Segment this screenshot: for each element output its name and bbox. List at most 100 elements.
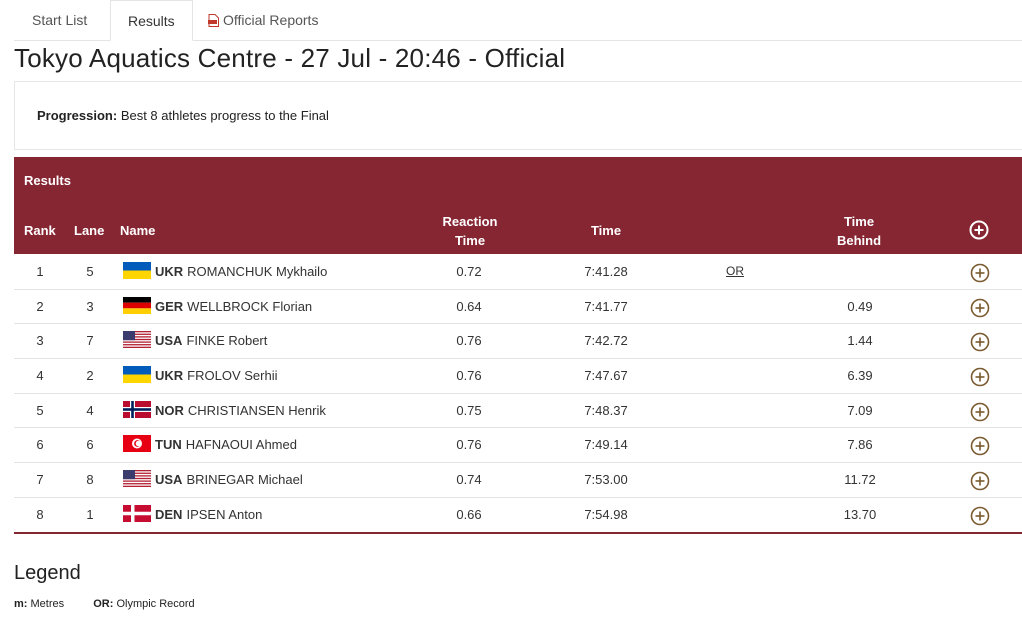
rank-cell: 4: [36, 368, 44, 384]
flag-icon: [123, 327, 151, 349]
time-cell: 7:54.98: [584, 506, 628, 522]
progression-box: Progression: Best 8 athletes progress to…: [14, 81, 1022, 150]
time-cell: 7:53.00: [584, 472, 628, 488]
legend-item-olympic-record: OR: Olympic Record: [93, 598, 195, 610]
expand-row-icon[interactable]: [970, 401, 990, 422]
expand-row-icon[interactable]: [970, 262, 990, 283]
legend: m: Metres OR: Olympic Record: [14, 598, 221, 610]
flag-icon: [123, 258, 151, 279]
rank-cell: 6: [36, 437, 44, 453]
athlete-cell[interactable]: NOR CHRISTIANSEN Henrik: [123, 394, 326, 427]
lane-cell: 1: [86, 506, 94, 522]
athlete-cell[interactable]: USA BRINEGAR Michael: [123, 463, 303, 496]
reaction-time-cell: 0.76: [456, 368, 482, 384]
results-section-label: Results: [24, 173, 71, 188]
col-name-header: Name: [120, 223, 156, 238]
time-cell: 7:41.28: [584, 264, 628, 279]
reaction-time-cell: 0.76: [456, 333, 482, 349]
flag-icon: [123, 397, 151, 418]
noc-code: GER: [155, 298, 184, 314]
tab-official-reports[interactable]: Official Reports: [208, 0, 318, 40]
col-lane-header: Lane: [74, 223, 105, 238]
table-row: 8 1 DEN IPSEN Anton 0.66 7:54.98 13.70: [14, 498, 1022, 534]
athlete-name[interactable]: IPSEN Anton: [186, 506, 263, 522]
expand-row-icon[interactable]: [970, 366, 990, 387]
time-cell: 7:48.37: [584, 402, 628, 418]
legend-title: Legend: [14, 562, 81, 584]
expand-row-icon[interactable]: [970, 505, 990, 526]
athlete-name[interactable]: CHRISTIANSEN Henrik: [187, 402, 326, 418]
reaction-time-cell: 0.76: [456, 437, 482, 453]
athlete-cell[interactable]: TUN HAFNAOUI Ahmed: [123, 428, 297, 461]
reaction-time-cell: 0.74: [456, 472, 482, 488]
col-time-behind-header: Time Behind: [836, 214, 882, 248]
athlete-name[interactable]: WELLBROCK Florian: [187, 298, 313, 314]
flag-icon: [123, 362, 151, 384]
athlete-name[interactable]: FINKE Robert: [186, 333, 268, 349]
pdf-icon: [208, 14, 219, 27]
reaction-time-cell: 0.64: [456, 298, 482, 314]
time-cell: 7:42.72: [584, 333, 628, 349]
progression-text: Best 8 athletes progress to the Final: [120, 108, 329, 123]
noc-code: USA: [155, 333, 183, 349]
rank-cell: 1: [36, 264, 44, 279]
progression-label: Progression:: [37, 108, 118, 123]
tab-bar: Start List Results Official Reports: [14, 0, 1022, 41]
table-row: 5 4 NOR CHRISTIANSEN Henrik 0.75 7:48.37 7.09: [14, 394, 1022, 429]
table-row: 4 2 UKR FROLOV Serhii 0.76 7:47.67 6.39: [14, 359, 1022, 394]
athlete-name[interactable]: HAFNAOUI Ahmed: [185, 437, 297, 453]
reaction-time-cell: 0.75: [456, 402, 482, 418]
noc-code: TUN: [155, 437, 182, 453]
time-cell: 7:49.14: [584, 437, 628, 453]
tab-results[interactable]: Results: [110, 0, 193, 41]
noc-code: DEN: [155, 506, 183, 522]
col-reaction-header: Reaction Time: [442, 214, 498, 248]
table-row: 6 6 TUN HAFNAOUI Ahmed 0.76 7:49.14 7.86: [14, 428, 1022, 464]
athlete-cell[interactable]: UKR FROLOV Serhii: [123, 359, 277, 392]
lane-cell: 2: [86, 368, 94, 384]
noc-code: USA: [155, 472, 183, 488]
flag-icon: [123, 293, 151, 314]
page-title: Tokyo Aquatics Centre - 27 Jul - 20:46 -…: [14, 43, 566, 73]
expand-row-icon[interactable]: [970, 331, 990, 352]
noc-code: UKR: [155, 368, 184, 384]
expand-row-icon[interactable]: [970, 470, 990, 491]
tab-start-list[interactable]: Start List: [32, 12, 88, 28]
lane-cell: 3: [86, 298, 94, 314]
time-cell: 7:41.77: [584, 298, 628, 314]
expand-all-icon[interactable]: [969, 220, 989, 240]
results-table-body: 1 5 UKR ROMANCHUK Mykhailo 0.72 7:41.28 OR 2 3 GE…: [14, 255, 1022, 534]
reaction-time-cell: 0.72: [456, 264, 482, 279]
athlete-cell[interactable]: UKR ROMANCHUK Mykhailo: [123, 255, 327, 288]
table-row: 7 8 USA BRINEGAR Michael 0.74 7:53.00 11.72: [14, 463, 1022, 498]
athlete-name[interactable]: ROMANCHUK Mykhailo: [187, 264, 328, 279]
expand-row-icon[interactable]: [970, 297, 990, 317]
athlete-cell[interactable]: USA FINKE Robert: [123, 324, 267, 357]
noc-code: NOR: [155, 402, 184, 418]
flag-icon: [123, 501, 151, 522]
lane-cell: 6: [86, 437, 94, 453]
col-rank-header: Rank: [24, 223, 56, 238]
athlete-cell[interactable]: DEN IPSEN Anton: [123, 498, 262, 531]
time-behind-cell: 7.09: [847, 402, 873, 418]
rank-cell: 3: [36, 333, 44, 349]
time-cell: 7:47.67: [584, 368, 628, 384]
time-behind-cell: 7.86: [847, 437, 873, 453]
athlete-name[interactable]: BRINEGAR Michael: [186, 472, 303, 488]
time-behind-cell: 6.39: [847, 368, 873, 384]
time-behind-cell: 1.44: [847, 333, 873, 349]
noc-code: UKR: [155, 264, 184, 279]
time-behind-cell: 13.70: [843, 506, 877, 522]
athlete-name[interactable]: FROLOV Serhii: [187, 368, 278, 384]
table-row: 2 3 GER WELLBROCK Florian 0.64 7:41.77 0.49: [14, 290, 1022, 325]
lane-cell: 4: [86, 402, 94, 418]
col-time-header: Time: [590, 223, 622, 238]
athlete-cell[interactable]: GER WELLBROCK Florian: [123, 290, 312, 323]
lane-cell: 7: [86, 333, 94, 349]
flag-icon: [123, 431, 151, 453]
tab-official-reports-label: Official Reports: [223, 12, 319, 28]
reaction-time-cell: 0.66: [456, 506, 482, 522]
time-behind-cell: 11.72: [844, 472, 876, 488]
expand-row-icon[interactable]: [970, 435, 990, 456]
rank-cell: 7: [36, 472, 44, 488]
